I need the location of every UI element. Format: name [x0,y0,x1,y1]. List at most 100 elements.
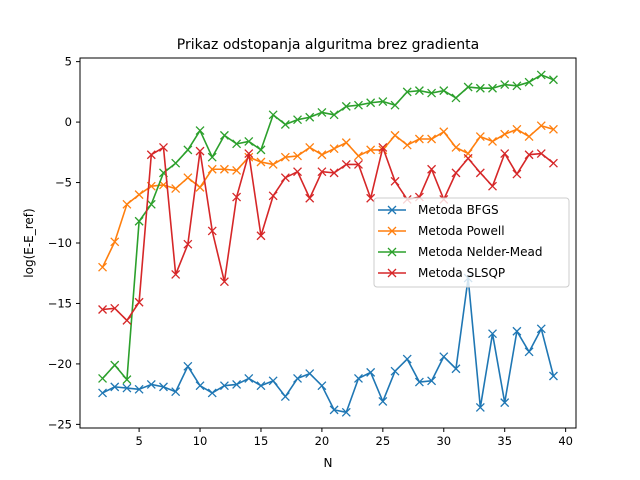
y-tick-label: −15 [48,296,72,310]
data-point [366,367,376,377]
y-axis-label: log(E-E_ref) [22,208,36,277]
data-point [451,364,461,374]
data-point [488,136,497,146]
data-point [475,168,485,178]
data-point [134,297,144,307]
data-point [110,303,120,313]
data-point [366,98,376,108]
data-point [207,226,217,236]
data-point [232,192,242,202]
data-point [488,181,497,191]
data-point [500,398,510,408]
data-point [171,184,181,194]
data-point [317,107,327,117]
data-point [98,305,108,314]
data-point [219,381,229,391]
data-point [451,143,461,152]
data-point [414,134,424,144]
data-point [524,132,534,142]
data-point [122,375,132,385]
legend-item: Metoda SLSQP [378,266,505,280]
data-point [244,136,254,146]
data-point [207,152,217,162]
y-tick-label: −25 [48,417,72,431]
legend-item: Metoda Powell [378,224,505,238]
data-point [293,373,302,383]
data-point [195,381,205,391]
data-point [317,150,327,160]
data-point [268,376,278,386]
data-point [341,159,351,169]
data-point [256,157,266,167]
x-axis: 5 10 15 20 25 30 35 40 [135,428,573,448]
data-point [110,382,120,392]
data-point [414,377,424,387]
data-point [524,347,534,357]
data-point [366,193,376,203]
data-point [293,167,302,177]
data-point [354,100,363,110]
legend-label: Metoda SLSQP [418,266,505,280]
data-point [219,130,229,140]
data-point [536,149,546,158]
data-point [159,382,168,392]
data-point [427,376,437,386]
data-point [305,112,315,122]
y-tick-label: 0 [65,115,72,129]
y-tick-label: −5 [55,176,72,190]
data-point [548,371,558,381]
data-point [293,115,302,125]
series-1 [98,121,558,272]
data-point [110,360,120,370]
y-tick-label: −10 [48,236,72,250]
data-point [98,262,108,272]
data-point [195,126,205,136]
data-point [207,164,217,174]
data-point [280,392,290,402]
data-point [451,93,461,103]
data-point [536,121,546,131]
data-point [354,159,363,169]
data-point [317,167,327,177]
data-point [402,140,412,150]
data-point [195,146,205,156]
x-tick-label: 5 [135,434,142,448]
data-point [317,381,327,391]
data-point [463,82,473,92]
data-point [512,169,522,179]
data-point [183,361,193,371]
x-tick-label: 35 [497,434,512,448]
data-point [219,277,229,287]
data-point [159,143,168,152]
data-point [475,132,485,142]
data-point [524,77,534,87]
data-point [341,407,351,417]
data-point [500,149,510,158]
x-tick-label: 20 [315,434,330,448]
y-tick-label: −20 [48,357,72,371]
data-point [183,239,193,249]
data-point [329,405,339,415]
data-point [329,168,339,178]
series-layer [98,70,558,417]
data-point [378,97,388,106]
data-point [232,165,242,175]
y-axis: −25 −20 −15 −10 −5 0 5 [48,55,80,431]
series-2 [98,70,558,385]
data-point [146,380,156,389]
data-point [354,151,363,161]
legend: Metoda BFGS Metoda Powell Metoda Nelder-Me… [373,197,570,288]
data-point [280,152,290,162]
legend-item: Metoda Nelder-Mead [378,245,542,259]
data-point [305,143,315,152]
legend-label: Metoda Powell [418,224,505,238]
data-point [183,173,193,183]
data-point [500,80,510,90]
chart-title: Prikaz odstopanja alguritma brez gradien… [177,37,479,53]
data-point [536,324,546,334]
data-point [268,191,278,201]
data-point [122,199,132,209]
x-tick-label: 10 [193,434,208,448]
data-point [305,193,315,203]
